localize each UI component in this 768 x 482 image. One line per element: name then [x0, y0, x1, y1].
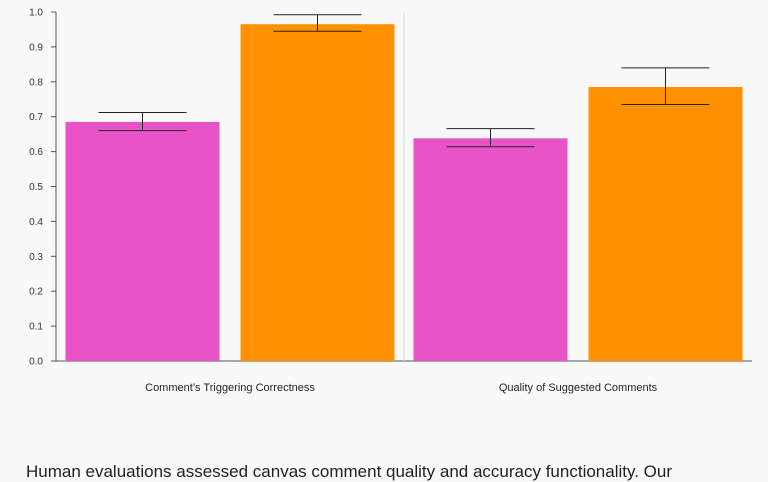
bar — [240, 24, 395, 362]
x-category-label: Comment’s Triggering Correctness — [145, 382, 315, 394]
bar — [65, 121, 220, 361]
caption-text: Human evaluations assessed canvas commen… — [26, 462, 673, 481]
y-axis: 0.0 0.1 0.2 0.3 0.4 0.5 0.6 0.7 0.8 0.9 1.0 — [29, 8, 56, 368]
y-tick-label: 1.0 — [29, 8, 43, 19]
y-tick-label: 0.7 — [29, 112, 43, 123]
y-tick-label: 0.6 — [29, 147, 43, 158]
error-bars — [98, 14, 710, 148]
x-category-label: Quality of Suggested Comments — [499, 382, 658, 394]
bar — [413, 138, 568, 361]
y-tick-label: 0.1 — [29, 322, 43, 333]
y-tick-label: 0.2 — [29, 287, 43, 298]
category-labels: Comment’s Triggering Correctness Quality … — [145, 382, 658, 394]
bar-chart: 0.0 0.1 0.2 0.3 0.4 0.5 0.6 0.7 0.8 0.9 1.0 Commen… — [29, 8, 752, 394]
y-tick-label: 0.8 — [29, 77, 43, 88]
bar — [588, 87, 743, 361]
y-tick-label: 0.4 — [29, 217, 43, 228]
y-tick-label: 0.3 — [29, 252, 43, 263]
bars — [65, 24, 743, 362]
y-tick-label: 0.0 — [29, 357, 43, 368]
y-tick-label: 0.5 — [29, 182, 43, 193]
y-tick-label: 0.9 — [29, 42, 43, 53]
